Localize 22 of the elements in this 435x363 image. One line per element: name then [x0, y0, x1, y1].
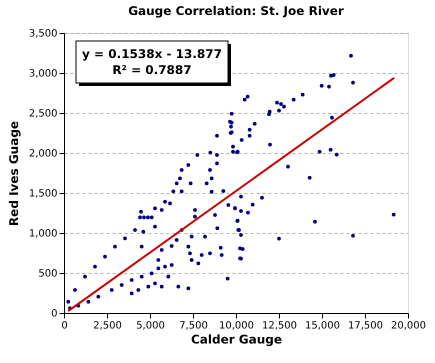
x-tick-label: 5,000: [136, 320, 165, 332]
y-tick-label: 1,500: [28, 188, 58, 200]
x-tick-label: 20,000: [391, 320, 426, 332]
annotation: R² = 0.7887: [112, 63, 192, 77]
y-tick-label: 1,000: [28, 228, 58, 240]
x-tick-label: 0: [61, 320, 68, 332]
y-axis-title: Red Ives Guage: [6, 120, 21, 226]
annotation: y = 0.1538x - 13.877: [82, 47, 222, 61]
x-tick-label: 7,500: [179, 320, 208, 332]
chart-title: Gauge Correlation: St. Joe River: [128, 4, 344, 18]
x-tick-label: 15,000: [305, 320, 340, 332]
y-tick-label: 3,500: [28, 28, 58, 40]
x-axis-title: Calder Gauge: [190, 332, 282, 346]
x-tick-label: 12,500: [262, 320, 297, 332]
y-tick-label: 2,000: [28, 148, 58, 160]
y-tick-label: 3,000: [28, 68, 58, 80]
x-tick-label: 2,500: [93, 320, 122, 332]
y-tick-label: 500: [38, 268, 58, 280]
x-tick-label: 10,000: [219, 320, 254, 332]
x-tick-label: 17,500: [348, 320, 383, 332]
y-tick-label: 0: [51, 308, 58, 320]
y-tick-label: 2,500: [28, 108, 58, 120]
